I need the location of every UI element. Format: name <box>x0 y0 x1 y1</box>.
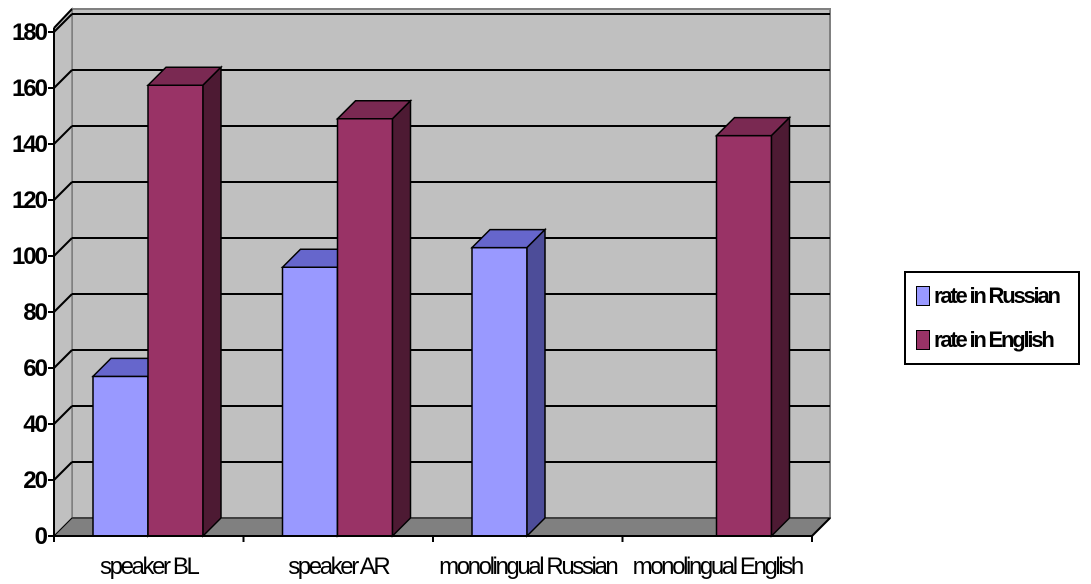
gridline-side <box>53 181 73 201</box>
y-tick-label: 40 <box>23 411 47 438</box>
gridline-side <box>53 13 73 33</box>
bar-side <box>202 65 222 538</box>
gridline-side <box>53 461 73 481</box>
bar-side <box>526 227 546 538</box>
legend-item-russian: rate in Russian <box>916 283 1061 309</box>
legend-label-russian: rate in Russian <box>934 283 1061 308</box>
bar-front <box>336 118 394 537</box>
legend-label-english: rate in English <box>934 327 1055 352</box>
y-axis-top <box>53 8 73 29</box>
legend: rate in Russian rate in English <box>904 271 1080 365</box>
bar <box>146 65 223 538</box>
bars <box>91 65 792 538</box>
plot-left-wall <box>53 7 73 538</box>
legend-swatch-russian <box>916 286 930 306</box>
y-tick-label: 60 <box>23 355 47 382</box>
y-tick-label: 100 <box>12 243 48 270</box>
gridline-side <box>53 237 73 257</box>
x-tick-label: monolingual Russian <box>439 553 617 580</box>
y-tick-label: 120 <box>12 187 48 214</box>
bar <box>335 98 413 538</box>
bar-front <box>715 134 773 537</box>
gridline-side <box>53 349 73 369</box>
x-tick-label: speaker BL <box>100 553 199 580</box>
bar-front <box>471 246 528 537</box>
y-tick-label: 20 <box>23 467 47 494</box>
y-tick-label: 160 <box>12 75 48 102</box>
bar <box>714 115 792 538</box>
x-tick-label: speaker AR <box>288 553 390 580</box>
legend-swatch-english <box>916 330 930 350</box>
gridline-side <box>53 405 73 425</box>
gridline-side <box>53 69 73 89</box>
y-axis: 0 20 40 60 80 100 120 140 160 180 <box>12 8 73 550</box>
bar-front <box>281 266 339 537</box>
x-tick-label: monolingual English <box>633 553 803 580</box>
gridline-side <box>53 293 73 313</box>
bar-front <box>92 375 149 537</box>
y-tick-label: 140 <box>12 131 48 158</box>
y-tick-label: 0 <box>35 523 48 550</box>
y-tick-label: 80 <box>23 299 47 326</box>
bar-front <box>147 84 204 537</box>
gridline-side <box>53 125 73 145</box>
x-axis: speaker BL speaker AR monolingual Russian m… <box>53 517 831 580</box>
bar-side <box>391 98 412 538</box>
x-axis-depth <box>811 517 831 537</box>
bar-side <box>770 115 791 538</box>
bar <box>470 227 547 538</box>
y-tick-label: 180 <box>12 19 48 46</box>
legend-item-english: rate in English <box>916 327 1055 353</box>
